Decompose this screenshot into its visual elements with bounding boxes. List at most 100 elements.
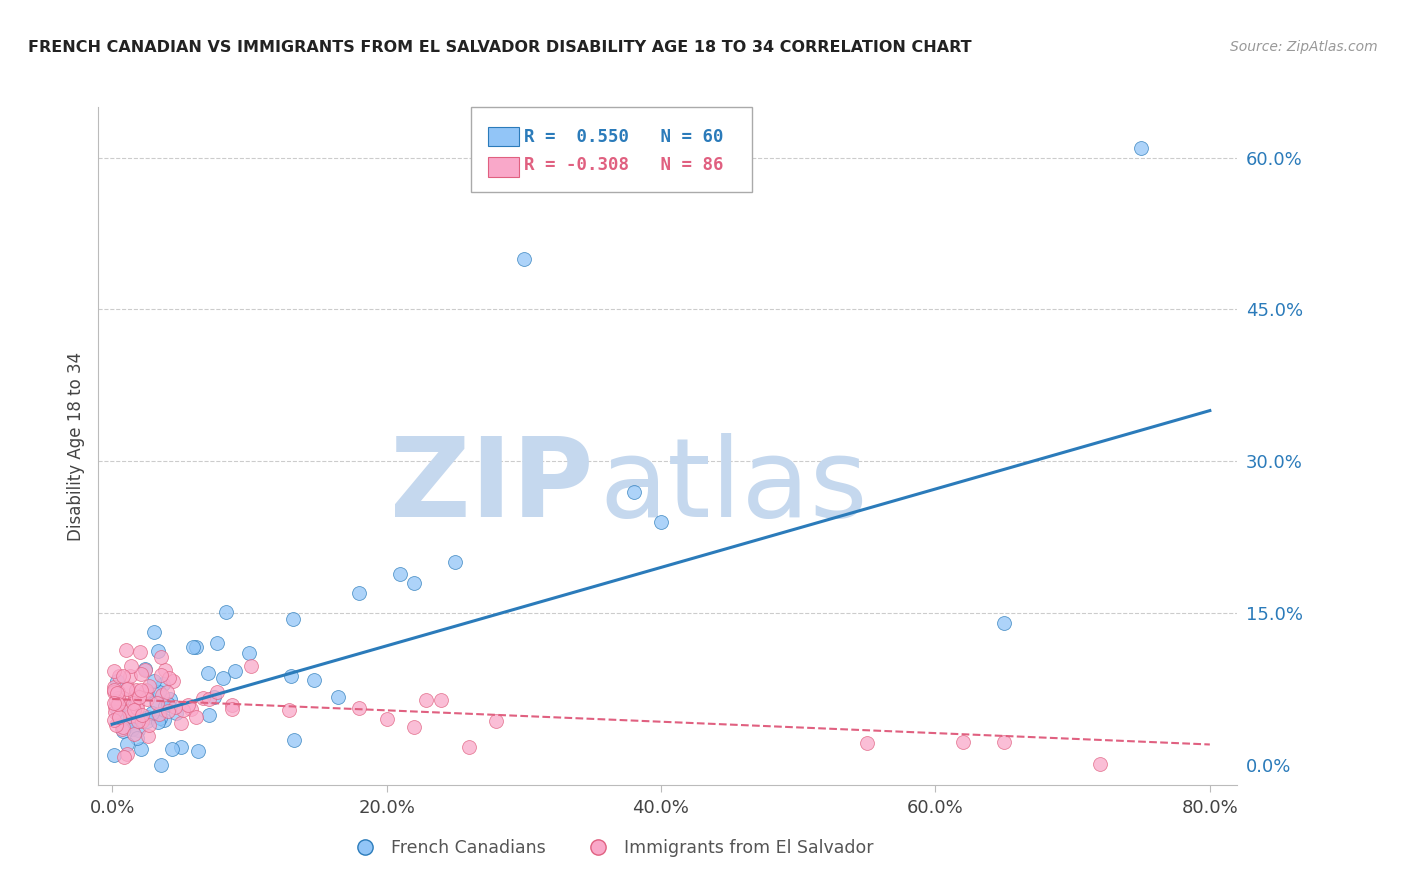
Point bbox=[993, 735, 1015, 749]
Point bbox=[197, 692, 219, 706]
Point bbox=[170, 715, 193, 730]
Point bbox=[115, 747, 138, 762]
Point bbox=[952, 735, 974, 749]
Point bbox=[135, 684, 157, 698]
Point bbox=[215, 605, 238, 619]
Point bbox=[184, 640, 207, 655]
Point bbox=[430, 693, 453, 707]
Point bbox=[172, 703, 194, 717]
Point bbox=[118, 704, 141, 718]
Point bbox=[513, 252, 536, 266]
Point bbox=[157, 672, 180, 686]
Point bbox=[142, 625, 165, 640]
Point bbox=[111, 724, 134, 739]
Point bbox=[103, 748, 125, 763]
Point bbox=[1088, 756, 1111, 771]
Point bbox=[176, 698, 198, 712]
Point bbox=[402, 720, 425, 734]
Point bbox=[138, 718, 160, 732]
Point bbox=[146, 714, 169, 729]
Point bbox=[170, 739, 193, 754]
Point bbox=[302, 673, 325, 687]
Point bbox=[125, 682, 148, 697]
Point bbox=[224, 665, 246, 679]
Point bbox=[122, 727, 145, 741]
Point bbox=[202, 690, 225, 704]
Point bbox=[136, 691, 159, 706]
Point bbox=[138, 679, 160, 693]
Point bbox=[124, 702, 146, 716]
Point bbox=[281, 613, 304, 627]
Point bbox=[145, 695, 167, 709]
Y-axis label: Disability Age 18 to 34: Disability Age 18 to 34 bbox=[66, 351, 84, 541]
Point bbox=[107, 702, 129, 716]
Point bbox=[107, 685, 129, 699]
Point bbox=[283, 733, 305, 747]
Point bbox=[131, 714, 153, 729]
Point bbox=[159, 692, 181, 706]
Point bbox=[156, 704, 179, 718]
Point bbox=[112, 749, 135, 764]
Point bbox=[117, 681, 139, 695]
Point bbox=[118, 709, 141, 723]
Point bbox=[122, 707, 145, 722]
Point bbox=[347, 585, 370, 599]
Point bbox=[650, 515, 672, 529]
Point bbox=[162, 674, 184, 689]
Point bbox=[347, 700, 370, 714]
Point bbox=[107, 691, 129, 706]
Point bbox=[122, 697, 145, 711]
Point bbox=[107, 706, 129, 721]
Text: R = -0.308   N = 86: R = -0.308 N = 86 bbox=[524, 156, 724, 174]
Point bbox=[145, 696, 167, 710]
Point bbox=[148, 706, 170, 721]
Point bbox=[149, 668, 172, 682]
Point bbox=[165, 706, 187, 720]
Point bbox=[129, 645, 152, 659]
Point bbox=[111, 690, 134, 705]
Point bbox=[118, 700, 141, 714]
Point bbox=[153, 698, 176, 713]
Point bbox=[211, 671, 233, 685]
Point bbox=[148, 684, 170, 698]
Point bbox=[105, 694, 128, 708]
Point bbox=[107, 697, 129, 711]
Point bbox=[153, 663, 176, 677]
Point bbox=[457, 739, 479, 754]
Point bbox=[125, 715, 148, 730]
Point bbox=[150, 688, 173, 702]
Point bbox=[103, 664, 125, 678]
Point bbox=[112, 719, 135, 733]
Point bbox=[103, 696, 125, 710]
Point bbox=[128, 690, 150, 705]
Point bbox=[125, 697, 148, 711]
Point bbox=[623, 484, 645, 499]
Point bbox=[124, 690, 146, 704]
Point bbox=[191, 690, 214, 705]
Text: R =  0.550   N = 60: R = 0.550 N = 60 bbox=[524, 128, 724, 145]
Point bbox=[110, 723, 132, 737]
Point bbox=[103, 713, 125, 727]
Point bbox=[198, 708, 221, 723]
Point bbox=[150, 650, 173, 665]
Point bbox=[105, 685, 128, 699]
Point bbox=[156, 684, 179, 698]
Legend: French Canadians, Immigrants from El Salvador: French Canadians, Immigrants from El Sal… bbox=[342, 832, 880, 864]
Text: Source: ZipAtlas.com: Source: ZipAtlas.com bbox=[1230, 40, 1378, 54]
Point bbox=[207, 684, 229, 698]
Point bbox=[129, 666, 152, 681]
Point bbox=[197, 665, 219, 680]
Point bbox=[118, 669, 141, 683]
Point bbox=[280, 669, 302, 683]
Point bbox=[115, 682, 138, 697]
Point bbox=[160, 742, 183, 756]
Point bbox=[121, 723, 143, 737]
Point bbox=[134, 663, 156, 677]
Point bbox=[105, 673, 128, 688]
Point bbox=[127, 714, 149, 729]
Point bbox=[115, 643, 138, 657]
Point bbox=[153, 713, 176, 727]
Point bbox=[181, 640, 204, 654]
Point bbox=[143, 674, 166, 689]
Point bbox=[180, 702, 202, 716]
